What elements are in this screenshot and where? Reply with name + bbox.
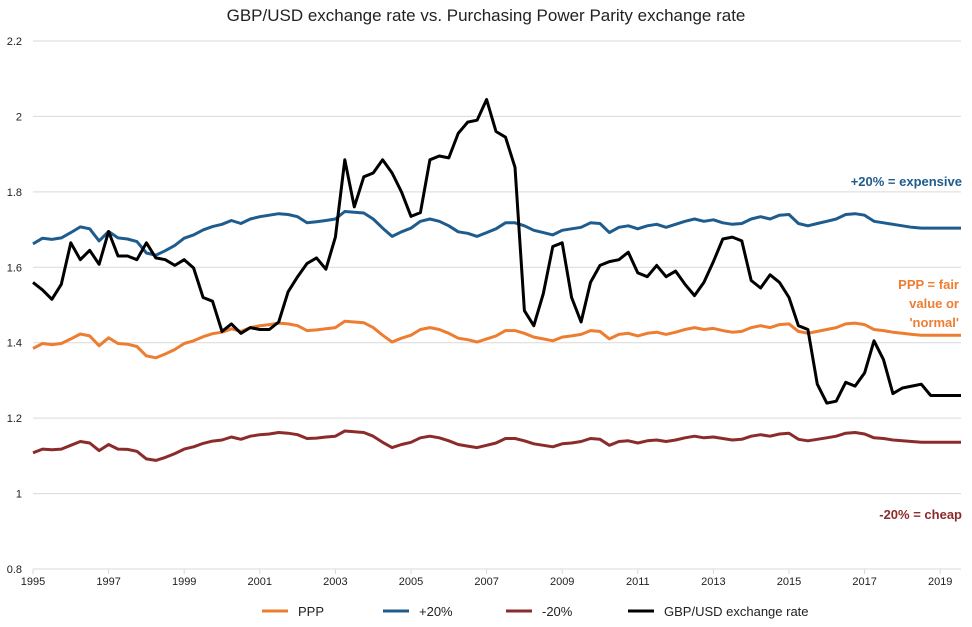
x-tick-label: 1997 [96,576,120,588]
x-tick-label: 2013 [701,576,725,588]
x-tick-label: 2015 [777,576,801,588]
annotation-expensive: +20% = expensive [851,174,962,189]
legend: PPP +20% -20% GBP/USD exchange rate [262,604,809,619]
legend-label-minus20: -20% [542,604,573,619]
x-tick-label: 1995 [21,576,45,588]
x-tick-label: 2001 [248,576,272,588]
y-tick-label: 2.2 [7,36,22,48]
x-tick-label: 1999 [172,576,196,588]
annotation-cheap: -20% = cheap [879,507,962,522]
y-axis: 0.8 1 1.2 1.4 1.6 1.8 2 2.2 [7,36,22,576]
y-tick-label: 1.8 [7,187,22,199]
y-tick-label: 2 [16,111,22,123]
series-line-ppp [32,319,961,360]
annotation-fair-value: value or [909,296,959,311]
y-tick-label: 0.8 [7,564,22,576]
x-tick-label: 2017 [852,576,876,588]
x-tick-label: 2019 [928,576,952,588]
series-line-minus20 [32,429,961,462]
y-tick-label: 1.4 [7,338,22,350]
y-tick-label: 1.6 [7,262,22,274]
legend-label-plus20: +20% [419,604,453,619]
annotation-fair-value: 'normal' [909,315,959,330]
annotation-fair-value: PPP = fair [898,277,959,292]
y-tick-label: 1 [16,489,22,501]
chart-title: GBP/USD exchange rate vs. Purchasing Pow… [227,6,746,25]
x-axis: 1995 1997 1999 2001 2003 2005 2007 2009 2011 2013… [21,569,952,588]
series-line-gbpusd [32,98,961,405]
x-tick-label: 2011 [626,576,650,588]
x-tick-label: 2005 [399,576,423,588]
x-tick-label: 2007 [474,576,498,588]
annotations: +20% = expensive PPP = fair value or 'norma… [851,174,962,522]
gridlines [33,40,961,570]
legend-label-ppp: PPP [298,604,324,619]
x-tick-label: 2009 [550,576,574,588]
y-tick-label: 1.2 [7,413,22,425]
series-lines [32,98,961,462]
x-tick-label: 2003 [323,576,347,588]
series-line-plus20 [32,210,961,257]
legend-label-gbpusd: GBP/USD exchange rate [664,604,809,619]
